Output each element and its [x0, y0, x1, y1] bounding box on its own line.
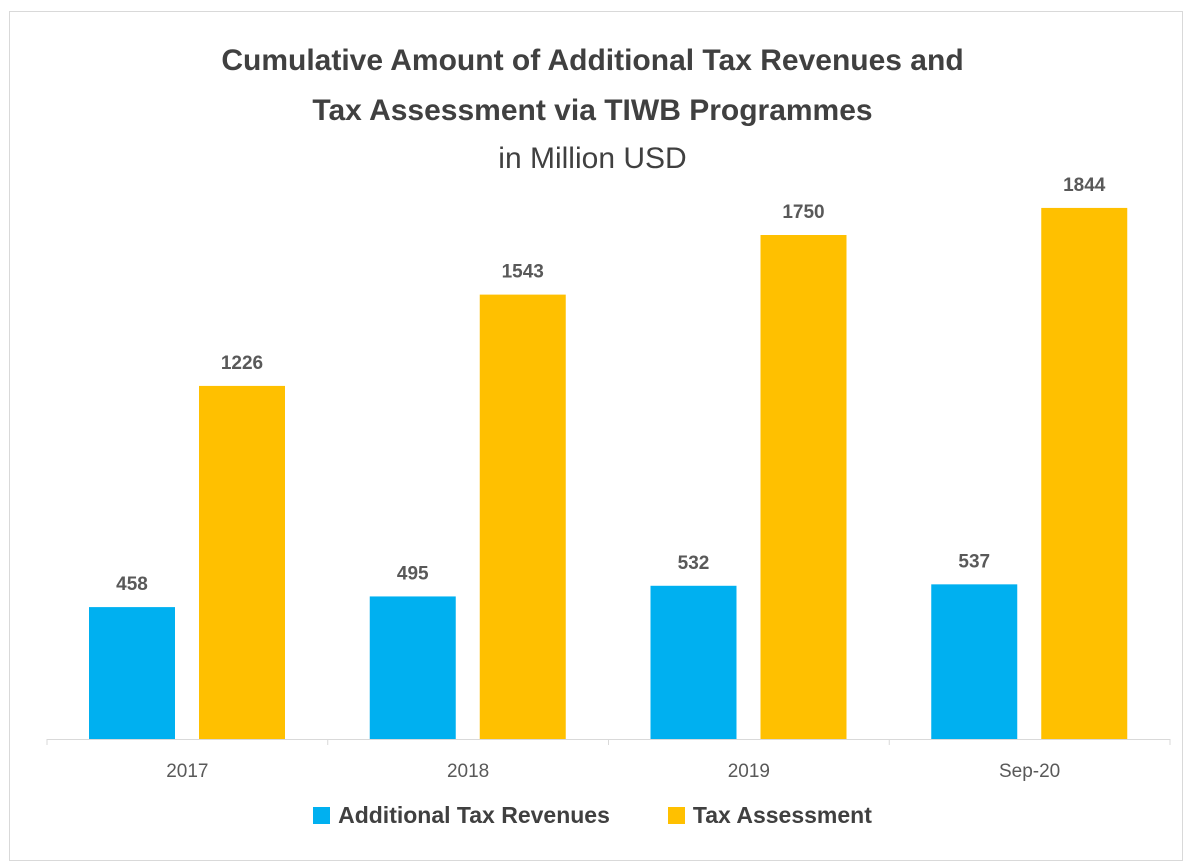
bar-additional-tax-revenues-2017: [89, 607, 175, 739]
bar-additional-tax-revenues-2019: [650, 585, 737, 739]
x-tick-label-2017: 2017: [166, 761, 208, 782]
data-label-additional-tax-revenues-2017: 458: [116, 574, 148, 595]
data-label-additional-tax-revenues-2018: 495: [397, 563, 429, 584]
bar-tax-assessment-2019: [760, 235, 847, 739]
chart-title-line-2: Tax Assessment via TIWB Programmes: [312, 94, 873, 127]
data-label-tax-assessment-sep-20: 1844: [1063, 175, 1106, 196]
legend-item-additional-tax-revenues: Additional Tax Revenues: [313, 802, 610, 829]
legend-label-additional-tax-revenues: Additional Tax Revenues: [338, 802, 610, 828]
bar-additional-tax-revenues-2018: [369, 596, 456, 739]
data-label-tax-assessment-2018: 1543: [502, 262, 544, 283]
legend-label-tax-assessment: Tax Assessment: [692, 802, 872, 828]
bar-additional-tax-revenues-sep-20: [931, 584, 1018, 739]
x-tick-label-sep-20: Sep-20: [999, 761, 1060, 782]
data-label-additional-tax-revenues-sep-20: 537: [958, 551, 990, 572]
data-label-tax-assessment-2019: 1750: [782, 202, 824, 223]
chart-legend: Additional Tax Revenues Tax Assessment: [0, 802, 1185, 829]
legend-swatch-additional-tax-revenues: [313, 807, 331, 824]
x-tick-label-2018: 2018: [447, 761, 489, 782]
bar-tax-assessment-sep-20: [1041, 207, 1128, 740]
chart-subtitle: in Million USD: [498, 142, 687, 175]
bar-tax-assessment-2017: [199, 385, 285, 739]
chart-title-line-1: Cumulative Amount of Additional Tax Reve…: [221, 44, 964, 77]
legend-swatch-tax-assessment: [667, 807, 685, 824]
data-label-tax-assessment-2017: 1226: [221, 353, 263, 374]
x-tick-label-2019: 2019: [728, 761, 770, 782]
data-label-additional-tax-revenues-2019: 532: [678, 553, 710, 574]
legend-item-tax-assessment: Tax Assessment: [667, 802, 872, 829]
bar-tax-assessment-2018: [479, 294, 566, 739]
